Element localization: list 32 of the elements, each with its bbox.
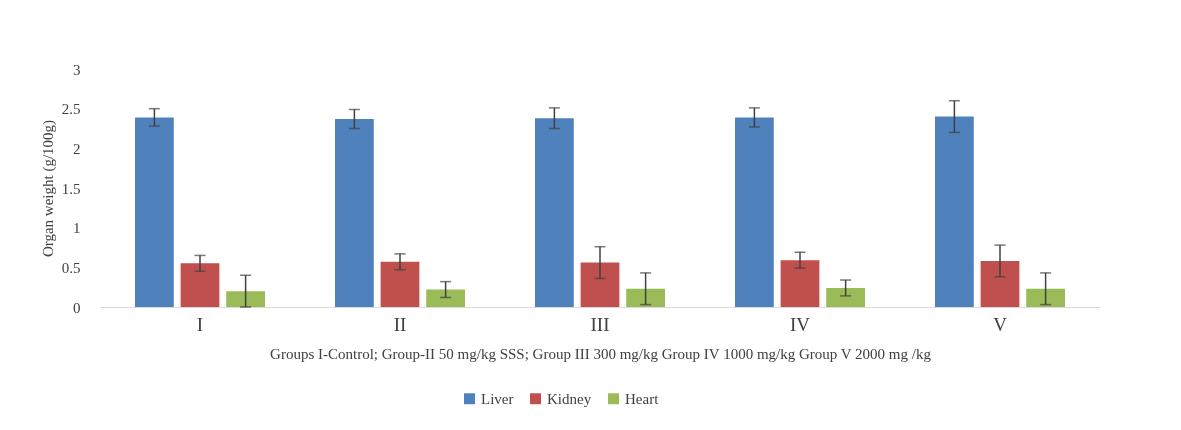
bar [735, 117, 774, 307]
bar [380, 261, 420, 307]
bar [335, 118, 374, 307]
bar [826, 287, 865, 307]
x-tick-label: II [393, 313, 407, 335]
y-tick-label: 1 [73, 220, 81, 237]
bar [226, 291, 265, 307]
bar [580, 262, 620, 307]
x-axis-title: Groups I-Control; Group-II 50 mg/kg SSS; Group III 300 mg/kg Group IV 1000 mg/kg Group V 2000 mg /kg [270, 345, 932, 362]
legend-label: Kidney [547, 390, 592, 407]
y-tick-label: 0.5 [61, 259, 81, 276]
bar [935, 116, 974, 307]
x-tick-label: I [196, 313, 204, 335]
x-tick-label: III [590, 313, 610, 335]
bar [135, 117, 174, 307]
y-tick-label: 1.5 [61, 180, 81, 197]
y-tick-label: 3 [73, 61, 81, 78]
bar [1026, 288, 1065, 307]
bar [626, 288, 665, 307]
bar [426, 289, 465, 307]
legend-label: Liver [481, 390, 514, 407]
x-tick-label: IV [789, 313, 811, 335]
bar [535, 118, 574, 307]
y-tick-label: 0 [73, 299, 81, 316]
x-tick-label: V [993, 313, 1008, 335]
legend-label: Heart [625, 390, 660, 407]
y-tick-label: 2 [73, 140, 81, 157]
bar [780, 260, 820, 307]
y-axis-title: Organ weight (g/100g) [39, 119, 57, 258]
bar [180, 263, 220, 307]
bar [980, 260, 1020, 307]
y-tick-label: 2.5 [61, 101, 81, 118]
